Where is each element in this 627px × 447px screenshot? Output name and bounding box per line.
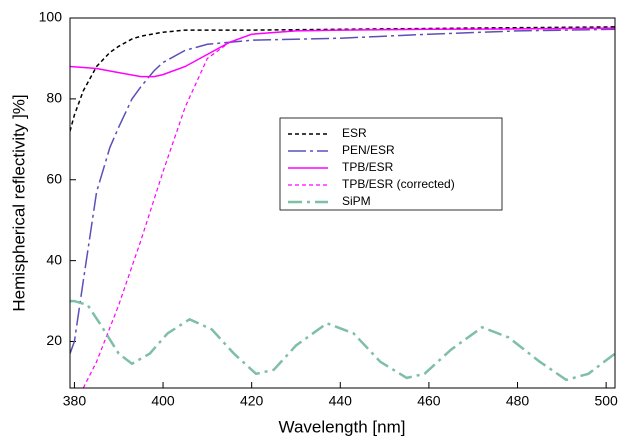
x-tick-label: 420 — [240, 393, 264, 409]
line — [82, 27, 615, 388]
x-tick-label: 380 — [63, 393, 87, 409]
y-tick-label: 60 — [46, 170, 62, 186]
y-tick-label: 20 — [46, 332, 62, 348]
x-tick-label: 400 — [151, 393, 175, 409]
legend-label: PEN/ESR — [342, 143, 395, 157]
legend-label: TPB/ESR (corrected) — [342, 177, 455, 191]
x-axis-label: Wavelength [nm] — [279, 417, 406, 436]
x-tick-label: 480 — [506, 393, 530, 409]
x-tick-label: 500 — [594, 393, 618, 409]
legend-label: SiPM — [342, 194, 371, 208]
legend-label: TPB/ESR — [342, 160, 394, 174]
line — [70, 26, 615, 132]
x-tick-label: 460 — [417, 393, 441, 409]
line — [70, 299, 615, 382]
line — [70, 28, 615, 354]
legend-label: ESR — [342, 126, 367, 140]
plot-frame — [69, 17, 616, 389]
line — [70, 27, 615, 78]
y-axis-label: Hemispherical reflectivity ]%] — [9, 94, 28, 311]
x-tick-label: 440 — [329, 393, 353, 409]
y-tick-label: 80 — [46, 90, 62, 106]
y-tick-label: 100 — [39, 9, 63, 25]
y-tick-label: 40 — [46, 251, 62, 267]
